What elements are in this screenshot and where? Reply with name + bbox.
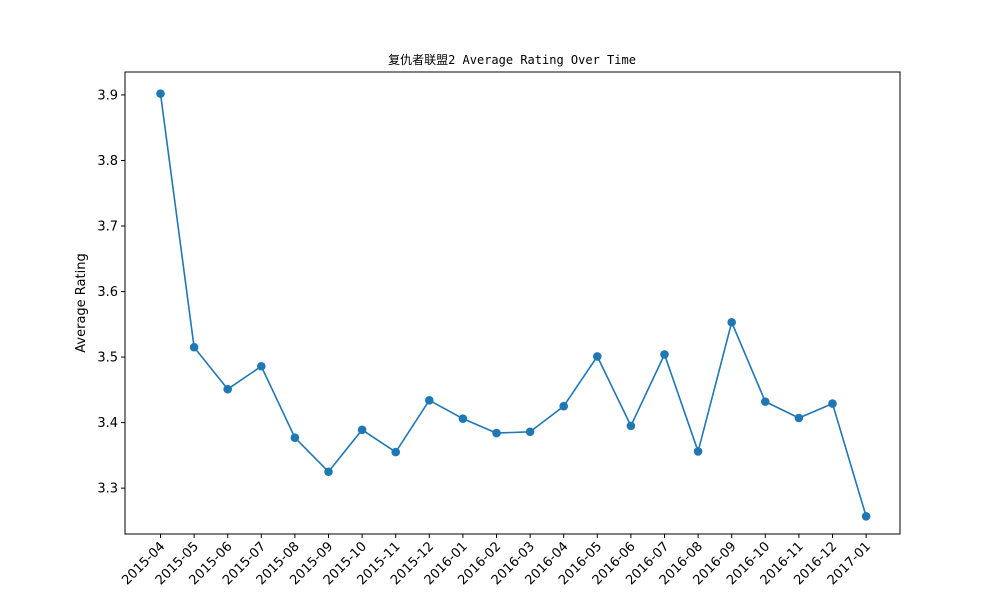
data-point	[861, 512, 871, 521]
data-point	[761, 397, 770, 406]
data-point	[357, 425, 367, 435]
data-point	[223, 384, 232, 394]
y-tick-label: 3.9	[97, 88, 118, 103]
plot-frame	[124, 71, 901, 535]
x-axis-ticks: 2015-042015-052015-062015-072015-082015-…	[119, 534, 874, 588]
data-point	[559, 401, 568, 411]
y-axis-ticks: 3.3 3.4 3.5 3.6 3.7 3.8 3.9	[97, 88, 125, 497]
y-tick-label: 3.7	[97, 220, 118, 235]
data-point	[727, 318, 736, 327]
data-point	[189, 342, 199, 352]
data-point	[794, 413, 804, 423]
data-point	[458, 414, 468, 423]
data-point	[693, 447, 703, 456]
y-tick-label: 3.5	[97, 351, 118, 366]
data-point	[828, 399, 837, 408]
series-layer	[156, 89, 871, 521]
data-point	[324, 467, 333, 477]
series-line	[159, 93, 867, 517]
data-point	[257, 361, 266, 371]
data-point	[626, 421, 636, 431]
data-point	[391, 447, 401, 457]
data-point	[492, 428, 501, 438]
y-tick-label: 3.4	[97, 416, 118, 431]
data-point	[660, 350, 669, 359]
y-tick-label: 3.8	[97, 154, 118, 169]
data-point	[290, 433, 300, 442]
chart-title: 复仇者联盟2 Average Rating Over Time	[388, 53, 636, 67]
data-point	[525, 427, 535, 437]
data-point	[425, 396, 434, 405]
y-axis-title: Average Rating	[74, 253, 89, 352]
data-point	[156, 89, 165, 98]
y-tick-label: 3.3	[97, 482, 118, 497]
y-tick-label: 3.6	[97, 285, 118, 300]
data-point	[593, 352, 602, 361]
